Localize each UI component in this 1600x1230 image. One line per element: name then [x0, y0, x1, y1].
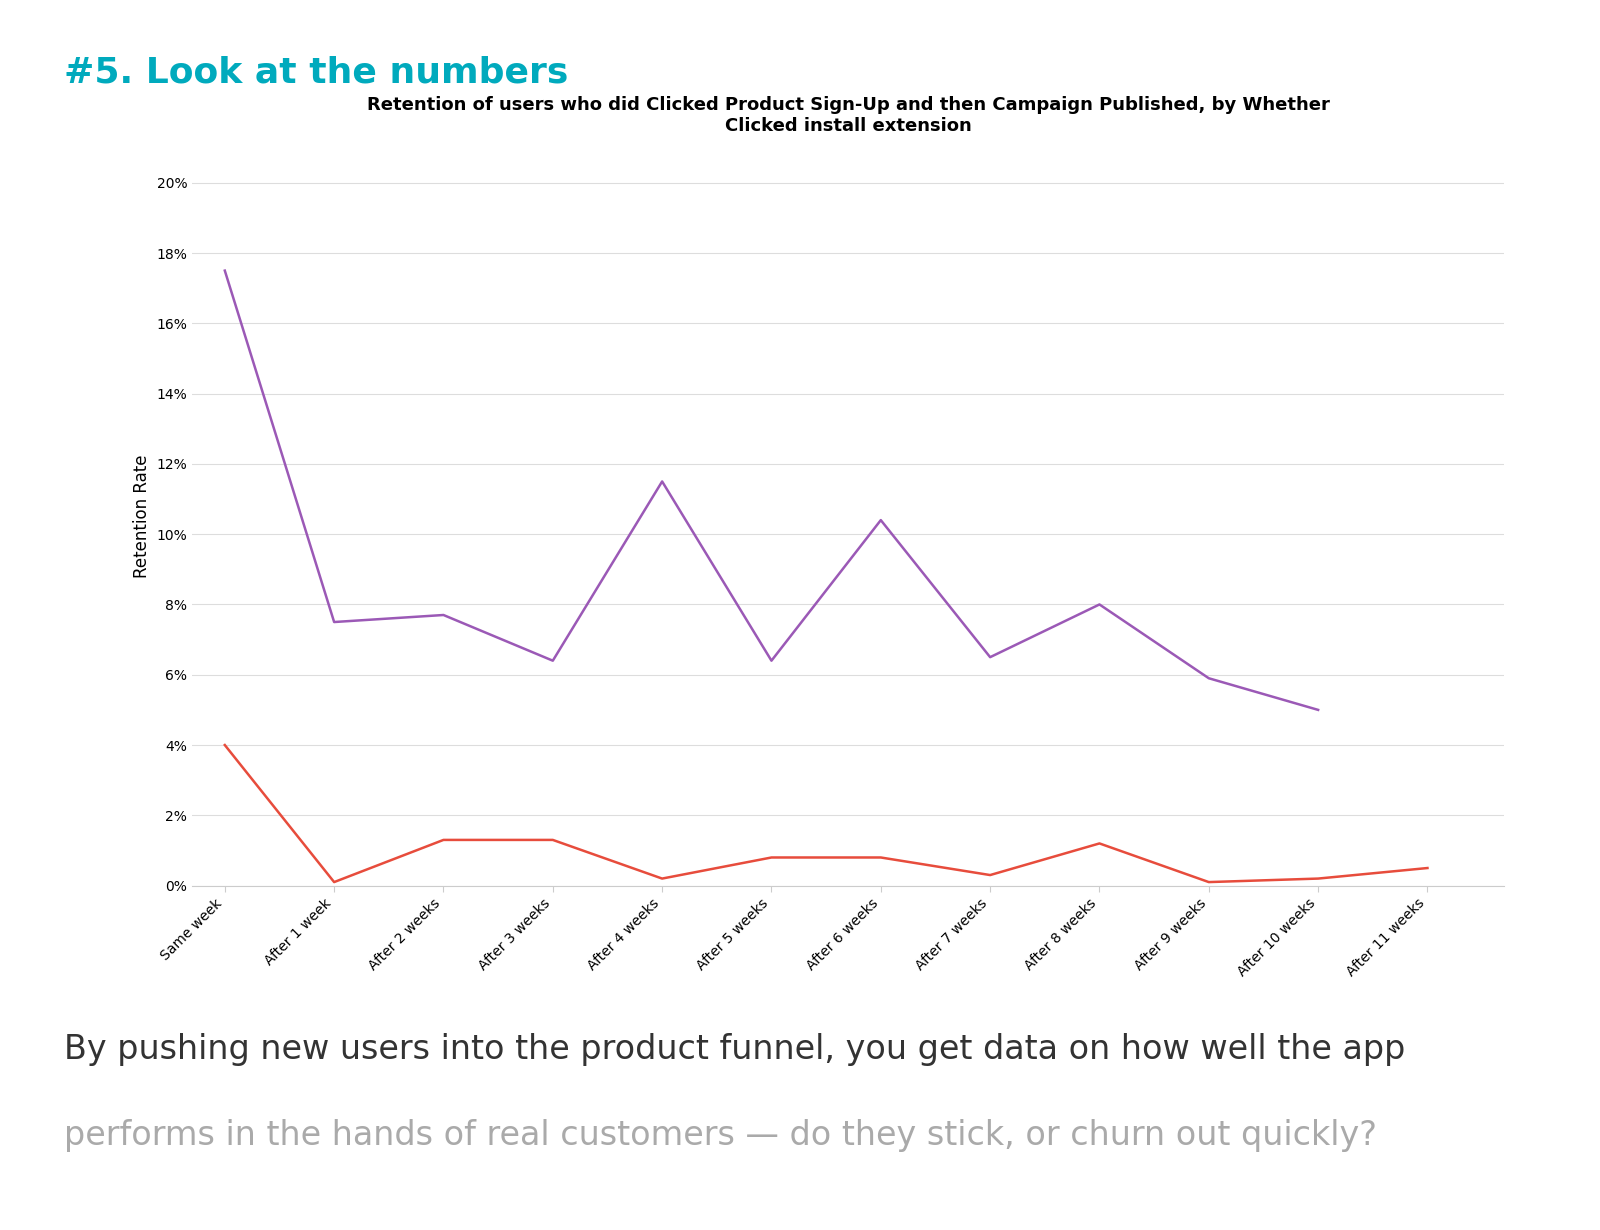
Text: By pushing new users into the product funnel, you get data on how well the app: By pushing new users into the product fu…: [64, 1033, 1405, 1066]
Y-axis label: Retention Rate: Retention Rate: [133, 455, 150, 578]
Title: Retention of users who did Clicked Product Sign-Up and then Campaign Published, : Retention of users who did Clicked Produ…: [366, 96, 1330, 135]
Text: performs in the hands of real customers — do they stick, or churn out quickly?: performs in the hands of real customers …: [64, 1119, 1378, 1153]
Text: #5. Look at the numbers: #5. Look at the numbers: [64, 55, 568, 90]
